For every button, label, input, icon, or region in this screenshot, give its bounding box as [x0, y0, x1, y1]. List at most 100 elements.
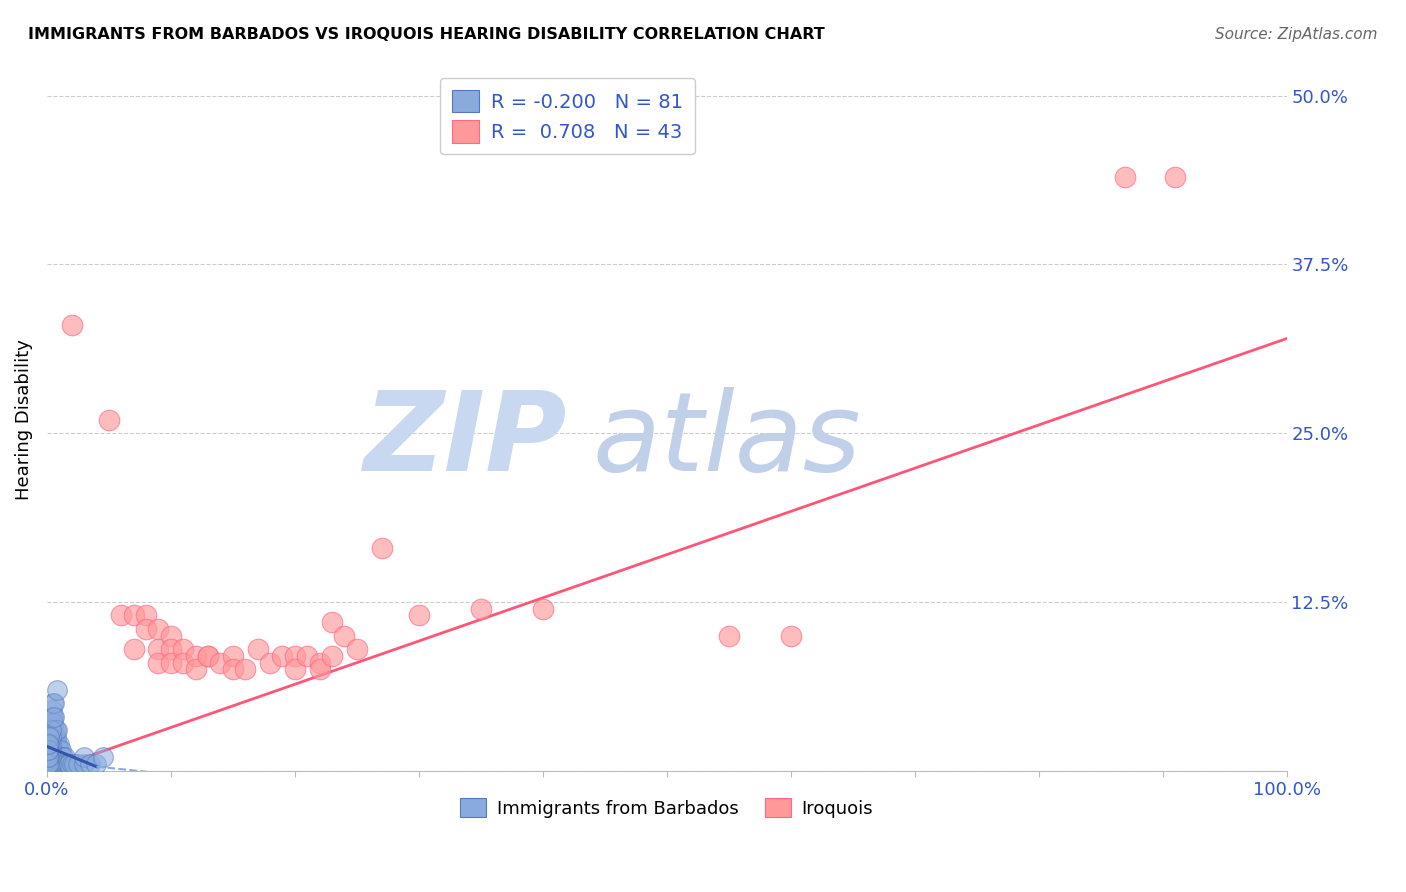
- Point: [44, 723, 66, 738]
- Point: [41, 709, 63, 723]
- Point: [717, 629, 740, 643]
- Point: [45, 756, 67, 771]
- Point: [321, 648, 343, 663]
- Point: [321, 615, 343, 629]
- Point: [122, 642, 145, 657]
- Point: [86, 756, 108, 771]
- Point: [42, 730, 65, 744]
- Point: [45, 682, 67, 697]
- Point: [308, 656, 330, 670]
- Point: [271, 648, 294, 663]
- Point: [37, 750, 59, 764]
- Point: [246, 642, 269, 657]
- Text: ZIP: ZIP: [364, 387, 568, 494]
- Point: [222, 648, 245, 663]
- Point: [42, 696, 65, 710]
- Point: [1114, 169, 1136, 184]
- Point: [45, 723, 67, 738]
- Point: [45, 737, 67, 751]
- Point: [49, 750, 72, 764]
- Point: [135, 622, 157, 636]
- Point: [42, 709, 65, 723]
- Point: [46, 743, 69, 757]
- Point: [38, 730, 60, 744]
- Point: [42, 756, 65, 771]
- Point: [110, 608, 132, 623]
- Point: [41, 723, 63, 738]
- Point: [39, 723, 62, 738]
- Point: [60, 318, 83, 332]
- Point: [160, 656, 183, 670]
- Point: [37, 737, 59, 751]
- Point: [135, 608, 157, 623]
- Point: [45, 747, 67, 762]
- Point: [48, 750, 70, 764]
- Point: [297, 648, 319, 663]
- Point: [39, 737, 62, 751]
- Point: [122, 608, 145, 623]
- Point: [172, 656, 194, 670]
- Y-axis label: Hearing Disability: Hearing Disability: [15, 339, 32, 500]
- Point: [53, 756, 76, 771]
- Point: [39, 750, 62, 764]
- Legend: Immigrants from Barbados, Iroquois: Immigrants from Barbados, Iroquois: [453, 791, 880, 825]
- Point: [39, 756, 62, 771]
- Point: [49, 743, 72, 757]
- Point: [38, 737, 60, 751]
- Point: [408, 608, 430, 623]
- Point: [55, 750, 77, 764]
- Point: [44, 756, 66, 771]
- Point: [42, 747, 65, 762]
- Point: [233, 662, 256, 676]
- Point: [38, 756, 60, 771]
- Point: [197, 648, 219, 663]
- Point: [333, 629, 356, 643]
- Point: [39, 743, 62, 757]
- Point: [42, 723, 65, 738]
- Point: [148, 656, 170, 670]
- Point: [197, 648, 219, 663]
- Point: [73, 750, 96, 764]
- Point: [42, 743, 65, 757]
- Point: [308, 662, 330, 676]
- Point: [45, 737, 67, 751]
- Text: atlas: atlas: [592, 387, 860, 494]
- Point: [60, 756, 83, 771]
- Point: [259, 656, 281, 670]
- Point: [370, 541, 392, 555]
- Point: [51, 750, 73, 764]
- Point: [470, 601, 492, 615]
- Point: [148, 642, 170, 657]
- Point: [37, 743, 59, 757]
- Point: [45, 743, 67, 757]
- Point: [55, 756, 77, 771]
- Point: [48, 756, 70, 771]
- Point: [779, 629, 801, 643]
- Text: IMMIGRANTS FROM BARBADOS VS IROQUOIS HEARING DISABILITY CORRELATION CHART: IMMIGRANTS FROM BARBADOS VS IROQUOIS HEA…: [28, 27, 825, 42]
- Point: [73, 756, 96, 771]
- Point: [45, 750, 67, 764]
- Point: [38, 743, 60, 757]
- Point: [55, 756, 77, 771]
- Point: [48, 743, 70, 757]
- Point: [184, 648, 207, 663]
- Point: [42, 716, 65, 731]
- Point: [45, 743, 67, 757]
- Point: [44, 709, 66, 723]
- Point: [172, 642, 194, 657]
- Point: [49, 756, 72, 771]
- Point: [148, 622, 170, 636]
- Point: [63, 756, 86, 771]
- Point: [66, 756, 89, 771]
- Point: [52, 750, 75, 764]
- Point: [45, 723, 67, 738]
- Point: [37, 756, 59, 771]
- Point: [51, 756, 73, 771]
- Point: [91, 750, 114, 764]
- Point: [42, 737, 65, 751]
- Point: [97, 412, 120, 426]
- Point: [46, 750, 69, 764]
- Point: [531, 601, 554, 615]
- Point: [209, 656, 232, 670]
- Point: [48, 737, 70, 751]
